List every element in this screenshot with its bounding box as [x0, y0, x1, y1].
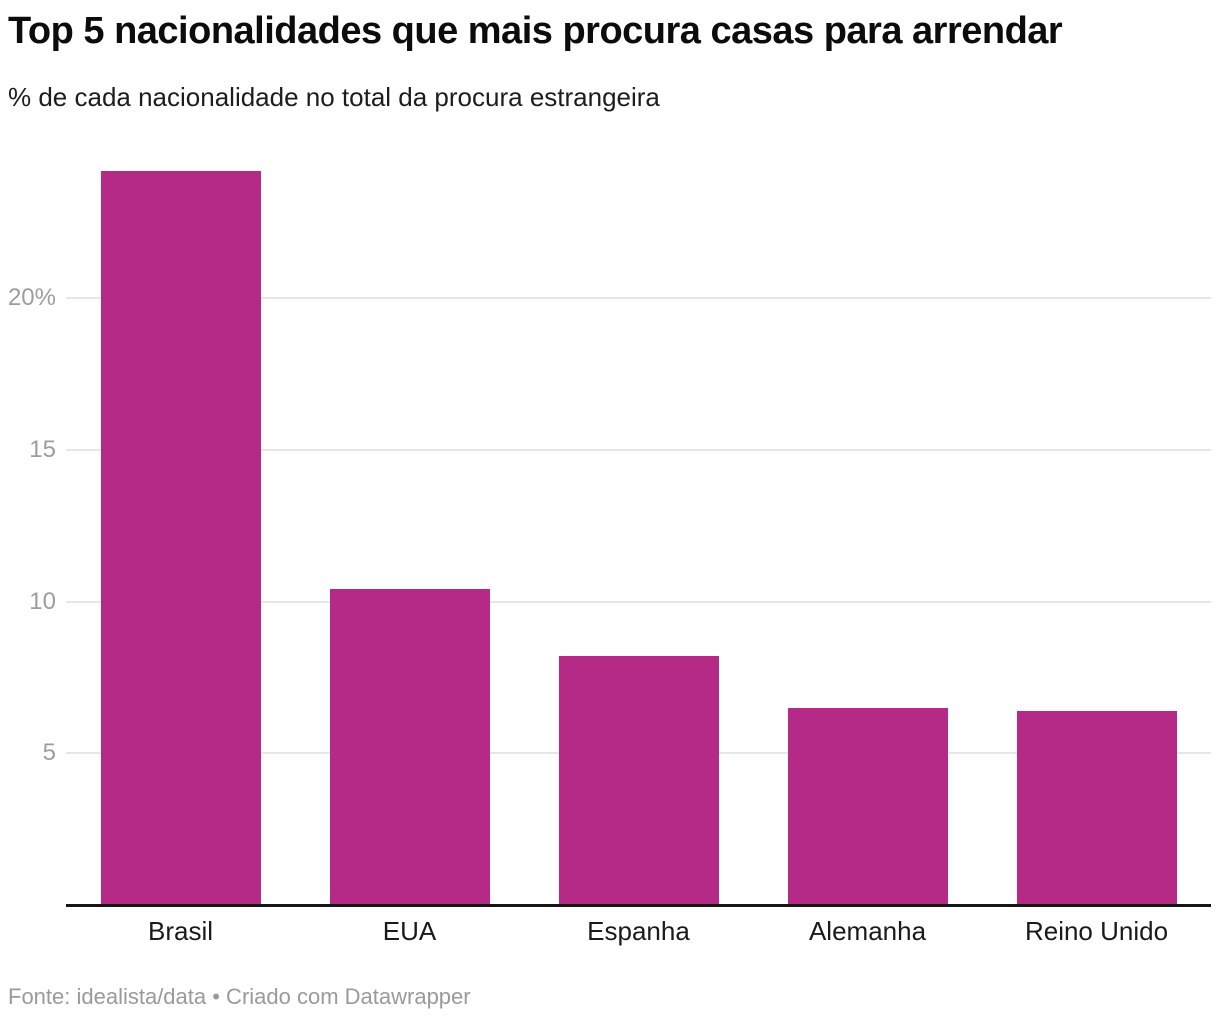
- chart-subtitle: % de cada nacionalidade no total da proc…: [8, 82, 660, 112]
- x-axis-label: Espanha: [587, 916, 690, 946]
- bar[interactable]: [329, 589, 490, 905]
- y-tick-label: 10: [29, 587, 56, 615]
- y-tick-label: 5: [42, 739, 56, 767]
- x-axis-label: Alemanha: [808, 916, 927, 946]
- gridline: [66, 297, 1211, 299]
- chart-title: Top 5 nacionalidades que mais procura ca…: [8, 10, 1063, 52]
- y-tick-label: 15: [29, 435, 56, 463]
- chart-source: Fonte: idealista/data • Criado com Dataw…: [8, 984, 471, 1009]
- bar[interactable]: [1016, 710, 1177, 905]
- bar[interactable]: [558, 656, 719, 905]
- bar[interactable]: [100, 170, 261, 905]
- gridline: [66, 600, 1211, 603]
- x-axis-label: EUA: [382, 916, 437, 946]
- gridline: [66, 448, 1211, 451]
- y-tick-label: 20%: [7, 284, 56, 311]
- bar[interactable]: [787, 707, 948, 905]
- x-axis-label: Brasil: [147, 916, 213, 946]
- x-axis-line: [66, 904, 1211, 907]
- x-axis-label: Reino Unido: [1024, 916, 1169, 946]
